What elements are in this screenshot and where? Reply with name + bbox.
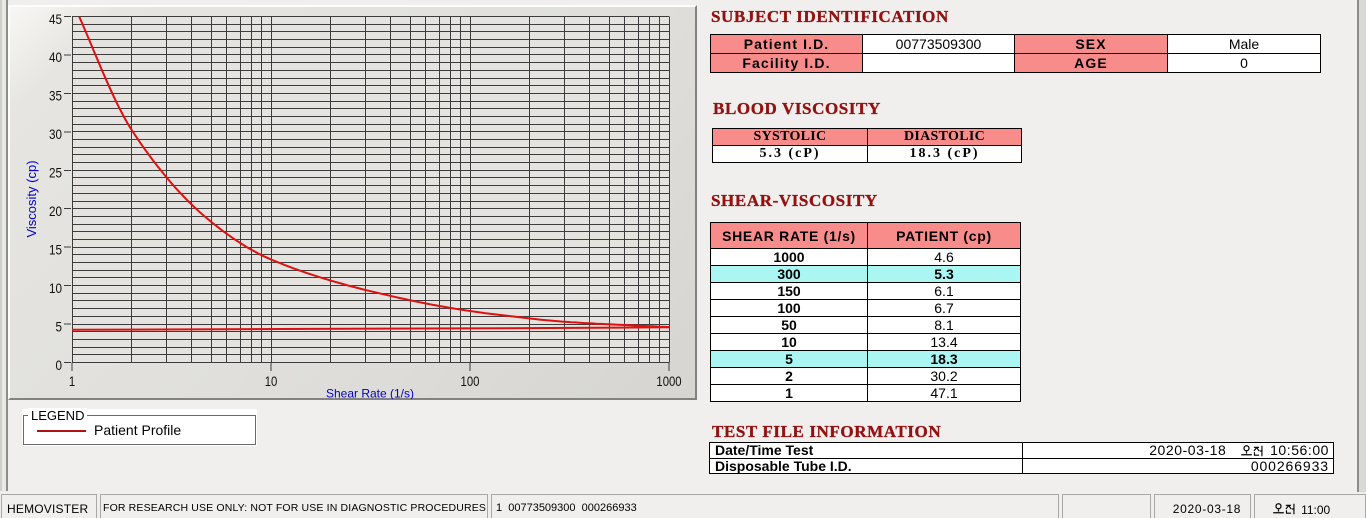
svg-text:Viscosity (cp): Viscosity (cp) bbox=[24, 160, 39, 237]
svg-text:35: 35 bbox=[49, 88, 62, 104]
svg-text:1: 1 bbox=[69, 373, 75, 389]
svg-text:10: 10 bbox=[265, 373, 278, 389]
svg-text:15: 15 bbox=[49, 242, 62, 258]
svg-text:20: 20 bbox=[49, 203, 62, 219]
svg-text:25: 25 bbox=[49, 165, 62, 181]
svg-text:5: 5 bbox=[56, 318, 63, 334]
svg-text:45: 45 bbox=[49, 11, 62, 27]
svg-text:100: 100 bbox=[461, 373, 480, 389]
svg-text:10: 10 bbox=[49, 280, 62, 296]
svg-text:40: 40 bbox=[49, 49, 62, 65]
svg-text:0: 0 bbox=[56, 357, 63, 373]
svg-text:30: 30 bbox=[49, 126, 62, 142]
svg-text:Shear Rate (1/s): Shear Rate (1/s) bbox=[326, 387, 414, 400]
svg-text:1000: 1000 bbox=[656, 373, 681, 389]
